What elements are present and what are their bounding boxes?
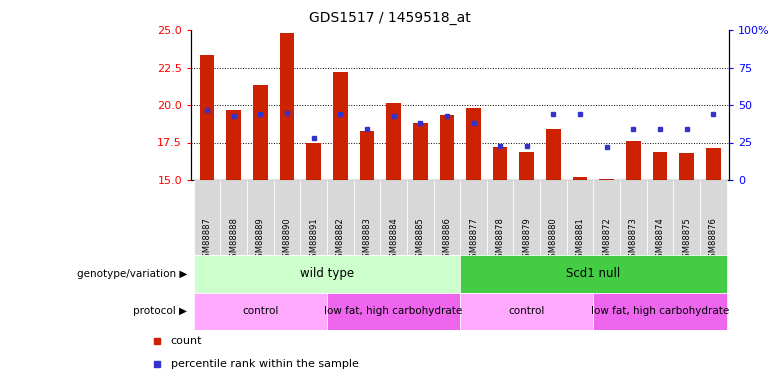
Bar xyxy=(407,180,434,255)
Text: GSM88878: GSM88878 xyxy=(495,217,505,263)
Bar xyxy=(434,180,460,255)
Text: GSM88887: GSM88887 xyxy=(203,217,211,263)
Bar xyxy=(519,152,534,180)
Text: GSM88883: GSM88883 xyxy=(363,217,371,263)
Bar xyxy=(599,178,614,180)
Bar xyxy=(620,180,647,255)
Text: control: control xyxy=(242,306,278,316)
Text: GSM88879: GSM88879 xyxy=(523,217,531,263)
Text: GDS1517 / 1459518_at: GDS1517 / 1459518_at xyxy=(309,11,471,25)
Bar xyxy=(226,110,241,180)
Bar xyxy=(386,104,401,180)
Bar xyxy=(594,292,727,330)
Bar xyxy=(353,180,381,255)
Text: GSM88889: GSM88889 xyxy=(256,217,265,263)
Text: GSM88882: GSM88882 xyxy=(336,217,345,263)
Bar xyxy=(673,180,700,255)
Bar xyxy=(253,86,268,180)
Text: GSM88884: GSM88884 xyxy=(389,217,398,263)
Text: GSM88888: GSM88888 xyxy=(229,217,238,263)
Text: GSM88880: GSM88880 xyxy=(549,217,558,263)
Bar xyxy=(440,116,454,180)
Bar xyxy=(487,180,513,255)
Bar xyxy=(460,180,487,255)
Bar xyxy=(274,180,300,255)
Bar xyxy=(327,180,353,255)
Bar xyxy=(381,180,407,255)
Bar xyxy=(466,108,480,180)
Text: GSM88885: GSM88885 xyxy=(416,217,425,263)
Bar xyxy=(567,180,594,255)
Bar xyxy=(460,255,727,292)
Text: GSM88872: GSM88872 xyxy=(602,217,612,263)
Bar xyxy=(193,180,221,255)
Bar xyxy=(193,292,327,330)
Bar xyxy=(221,180,247,255)
Text: GSM88874: GSM88874 xyxy=(655,217,665,263)
Bar xyxy=(413,123,427,180)
Bar xyxy=(360,130,374,180)
Bar xyxy=(626,141,640,180)
Bar xyxy=(647,180,673,255)
Text: GSM88877: GSM88877 xyxy=(469,217,478,263)
Bar xyxy=(594,180,620,255)
Text: GSM88873: GSM88873 xyxy=(629,217,638,263)
Bar xyxy=(327,292,460,330)
Bar xyxy=(300,180,327,255)
Text: GSM88886: GSM88886 xyxy=(442,217,452,263)
Bar xyxy=(193,255,460,292)
Bar xyxy=(540,180,567,255)
Bar xyxy=(573,177,587,180)
Bar xyxy=(333,72,348,180)
Text: GSM88890: GSM88890 xyxy=(282,217,292,263)
Bar xyxy=(706,148,721,180)
Bar xyxy=(460,292,594,330)
Text: GSM88891: GSM88891 xyxy=(309,217,318,263)
Text: low fat, high carbohydrate: low fat, high carbohydrate xyxy=(324,306,463,316)
Text: GSM88875: GSM88875 xyxy=(682,217,691,263)
Bar xyxy=(307,142,321,180)
Bar xyxy=(200,56,215,180)
Bar xyxy=(679,153,694,180)
Bar xyxy=(493,147,508,180)
Text: GSM88881: GSM88881 xyxy=(576,217,584,263)
Text: low fat, high carbohydrate: low fat, high carbohydrate xyxy=(591,306,729,316)
Bar xyxy=(513,180,540,255)
Bar xyxy=(247,180,274,255)
Text: genotype/variation ▶: genotype/variation ▶ xyxy=(76,269,187,279)
Text: wild type: wild type xyxy=(300,267,354,280)
Text: GSM88876: GSM88876 xyxy=(709,217,718,263)
Bar xyxy=(546,129,561,180)
Bar xyxy=(653,152,668,180)
Text: count: count xyxy=(171,336,202,346)
Bar xyxy=(280,33,294,180)
Text: protocol ▶: protocol ▶ xyxy=(133,306,187,316)
Text: percentile rank within the sample: percentile rank within the sample xyxy=(171,359,359,369)
Bar xyxy=(700,180,727,255)
Text: Scd1 null: Scd1 null xyxy=(566,267,621,280)
Text: control: control xyxy=(509,306,545,316)
